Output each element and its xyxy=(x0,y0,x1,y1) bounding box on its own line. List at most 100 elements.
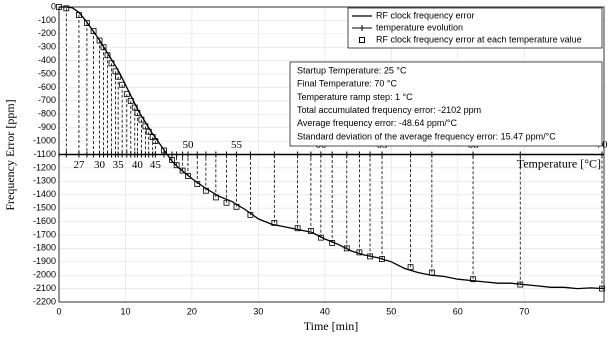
annotation-text: Total accumulated frequency error: -2102… xyxy=(297,105,481,115)
square-marker xyxy=(185,173,191,179)
square-marker xyxy=(271,219,278,226)
y-tick-label: -200 xyxy=(38,28,56,38)
y-tick-label: -2000 xyxy=(33,270,56,280)
x-tick-label: 20 xyxy=(187,306,197,316)
square-marker xyxy=(379,256,385,262)
legend-box xyxy=(347,7,603,49)
square-marker xyxy=(599,285,605,292)
temperature-tick-label: 27 xyxy=(73,159,85,171)
legend-label: temperature evolution xyxy=(376,22,463,32)
x-tick-label: 50 xyxy=(386,306,396,316)
temperature-tick-label: 40 xyxy=(132,159,144,171)
legend-marker xyxy=(359,37,365,43)
square-marker xyxy=(179,167,186,174)
square-marker xyxy=(138,116,145,123)
square-marker xyxy=(108,60,115,67)
square-marker xyxy=(202,187,209,194)
square-marker xyxy=(194,181,201,187)
y-tick-label: -1200 xyxy=(33,162,56,172)
y-tick-label: -2200 xyxy=(33,296,56,306)
temperature-axis-label: Temperature [°C] xyxy=(517,156,601,170)
y-tick-label: -2100 xyxy=(33,283,56,293)
temperature-tick-label: 45 xyxy=(150,159,162,171)
annotation-text: Temperature ramp step: 1 °C xyxy=(297,92,413,102)
square-marker xyxy=(407,264,414,271)
y-tick-label: -800 xyxy=(38,109,56,119)
y-tick-label: -1700 xyxy=(33,229,56,239)
square-marker xyxy=(90,28,97,35)
y-tick-label: -1300 xyxy=(33,176,56,186)
y-tick-label: -1900 xyxy=(33,256,56,266)
y-tick-label: -700 xyxy=(38,95,56,105)
y-tick-label: -600 xyxy=(38,82,56,92)
x-axis-label: Time [min] xyxy=(304,319,359,333)
y-tick-label: 0 xyxy=(51,1,56,11)
annotation-text: Standard deviation of the average freque… xyxy=(297,131,556,141)
square-marker xyxy=(173,162,180,169)
square-marker xyxy=(223,199,230,206)
square-marker xyxy=(517,281,524,288)
square-marker xyxy=(100,44,107,51)
square-marker xyxy=(428,269,435,276)
square-marker xyxy=(115,73,122,80)
square-marker xyxy=(247,211,254,218)
x-tick-label: 40 xyxy=(320,306,330,316)
square-marker xyxy=(152,138,159,144)
annotation-text: Final Temperature: 70 °C xyxy=(297,79,397,89)
annotation-text: Average frequency error: -48.64 ppm/°C xyxy=(297,118,458,128)
x-tick-label: 0 xyxy=(56,306,61,316)
square-marker xyxy=(233,203,240,210)
y-tick-label: -100 xyxy=(38,15,56,25)
square-marker xyxy=(343,245,350,252)
annotation-frame xyxy=(289,61,603,147)
square-marker xyxy=(367,253,373,260)
annotation-box: Startup Temperature: 25 °C Final Temperat… xyxy=(289,61,603,147)
x-tick-label: 60 xyxy=(453,306,463,316)
square-marker xyxy=(96,37,103,44)
y-tick-label: -1800 xyxy=(33,243,56,253)
y-tick-label: -1400 xyxy=(33,189,56,199)
y-tick-label: -900 xyxy=(38,122,56,132)
y-tick-label: -1500 xyxy=(33,203,56,213)
legend-label: RF clock frequency error xyxy=(376,10,475,20)
square-marker xyxy=(317,234,324,241)
square-marker xyxy=(470,276,476,283)
square-marker xyxy=(169,156,175,163)
square-marker xyxy=(76,12,82,18)
y-tick-label: -1100 xyxy=(34,149,56,159)
temperature-tick-label: 35 xyxy=(113,159,125,171)
square-marker xyxy=(104,52,111,59)
y-tick-label: -1600 xyxy=(33,216,56,226)
y-tick-label: -500 xyxy=(38,68,56,78)
line-series xyxy=(59,6,605,290)
square-marker xyxy=(356,249,363,256)
temperature-tick-label: 30 xyxy=(94,159,106,171)
square-marker xyxy=(307,228,314,234)
square-marker xyxy=(63,5,70,12)
x-tick-label: 70 xyxy=(519,306,529,316)
square-marker xyxy=(56,4,62,10)
square-marker xyxy=(84,20,90,26)
square-marker xyxy=(145,128,152,135)
temperature-tick-label: 55 xyxy=(231,139,243,151)
square-marker xyxy=(134,110,141,116)
square-marker xyxy=(329,240,336,246)
x-tick-label: 10 xyxy=(120,306,130,316)
square-marker xyxy=(294,225,301,232)
legend-label: RF clock frequency error at each tempera… xyxy=(376,34,582,44)
square-marker xyxy=(142,123,149,130)
legend: RF clock frequency error temperature evol… xyxy=(347,7,603,49)
y-tick-label: -300 xyxy=(38,42,56,52)
y-tick-label: -400 xyxy=(38,55,56,65)
square-marker xyxy=(127,97,134,104)
x-tick-label: 30 xyxy=(253,306,263,316)
square-marker xyxy=(161,147,167,154)
y-tick-label: -1000 xyxy=(33,135,56,145)
square-marker xyxy=(119,81,126,88)
annotation-text: Startup Temperature: 25 °C xyxy=(297,65,407,75)
square-marker xyxy=(212,194,219,201)
square-marker xyxy=(123,91,130,98)
temperature-tick-label: 50 xyxy=(182,139,194,151)
y-axis-label: Frequency Error [ppm] xyxy=(3,99,17,210)
